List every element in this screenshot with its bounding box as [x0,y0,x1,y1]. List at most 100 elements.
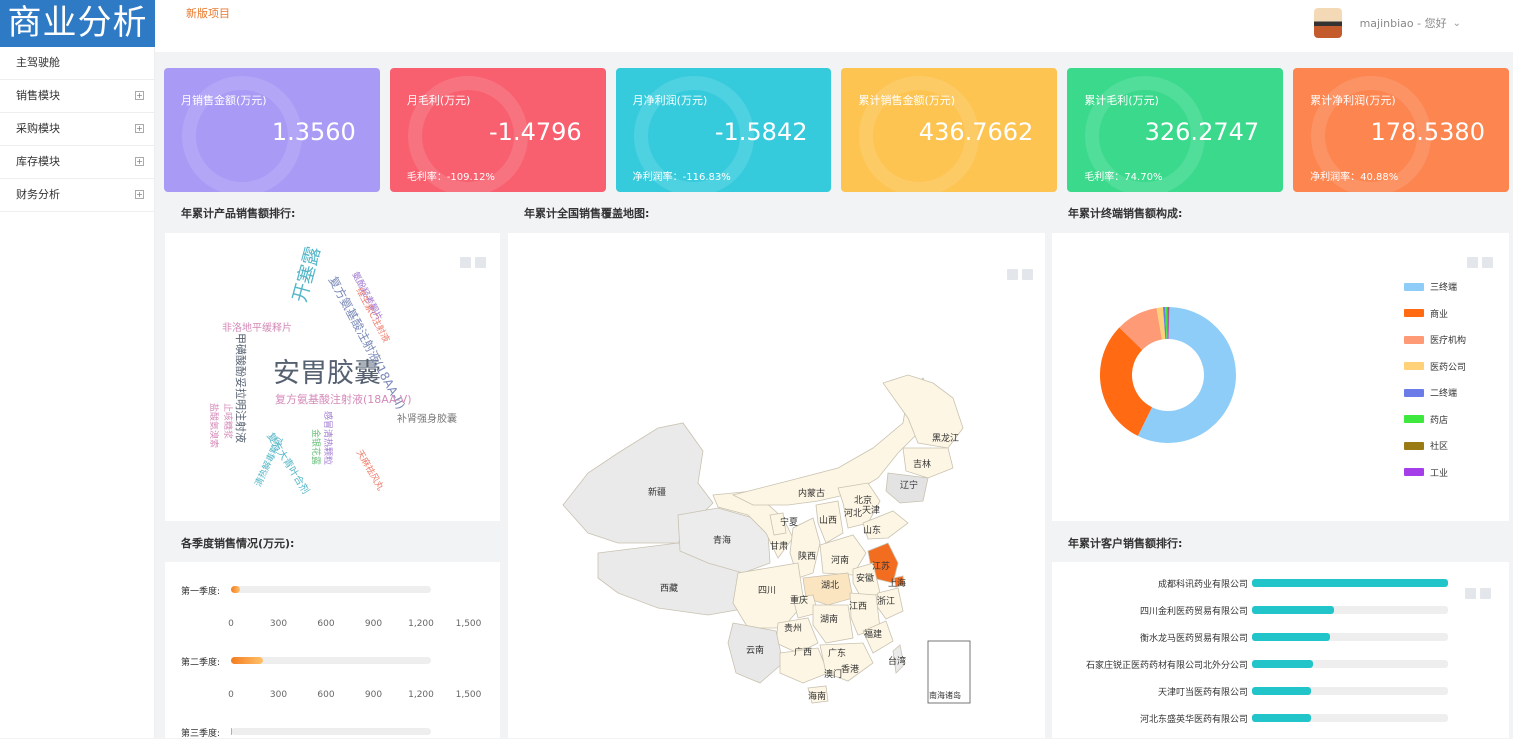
map-label: 吉林 [913,458,931,470]
legend-item[interactable]: 医疗机构 [1404,333,1466,346]
sidebar-item-label: 销售模块 [16,89,60,102]
word-cloud-term[interactable]: 天麻祛风丸 [354,447,388,492]
expand-icon[interactable]: + [135,157,144,166]
quarter-bar[interactable] [231,728,232,735]
kpi-card-monthly-net-profit: 月净利润(万元) -1.5842 净利润率：-116.83% [616,68,832,192]
map-label: 江西 [849,601,867,612]
sidebar-item-label: 主驾驶舱 [16,56,60,69]
legend-item[interactable]: 二终端 [1404,386,1457,399]
map-label: 北京 [854,494,872,506]
customer-bar-track [1252,633,1448,641]
legend-item[interactable]: 药店 [1404,413,1448,426]
axis-tick-label: 300 [270,619,287,629]
china-map[interactable]: 新疆 青海 西藏 甘肃 宁夏 山西 河北 北京 天津 山东 陕西 河南 江苏 安… [508,233,1045,738]
word-cloud-term[interactable]: 补肾强身胶囊 [397,410,457,425]
map-label: 台湾 [888,655,906,667]
restore-icon[interactable] [460,257,471,268]
user-menu[interactable]: majinbiao - 您好 ⌄ [1314,8,1461,38]
customer-name: 四川金利医药贸易有限公司 [1140,604,1248,617]
word-cloud-term[interactable]: 甲磺酸酚妥拉明注射液 [233,333,249,443]
kpi-card-total-net-profit: 累计净利润(万元) 178.5380 净利润率：40.88% [1293,68,1509,192]
customer-bar[interactable] [1252,606,1334,614]
word-cloud-term[interactable]: 复方氨基酸注射液(18AA-V) [275,391,412,407]
word-cloud-term[interactable]: 开塞露 [285,243,326,305]
legend-item[interactable]: 三终端 [1404,280,1457,293]
kpi-sub: 净利润率：-116.83% [633,168,731,183]
section-title-terminal: 年累计终端销售额构成: [1068,205,1182,221]
legend-swatch [1404,389,1424,397]
customer-name: 石家庄锐正医药药材有限公司北外分公司 [1086,658,1248,671]
legend-label: 医疗机构 [1430,333,1466,346]
avatar[interactable] [1314,8,1342,38]
customer-row[interactable]: 四川金利医药贸易有限公司 [1052,603,1472,617]
legend-swatch [1404,309,1424,317]
word-cloud-term[interactable]: 止咳糖浆 [222,403,235,439]
legend-label: 商业 [1430,307,1448,320]
map-label: 南海诸岛 [929,690,961,700]
map-label: 河南 [831,554,849,566]
kpi-label: 月净利润(万元) [633,92,708,108]
map-label: 海南 [808,690,826,702]
map-label: 青海 [713,534,731,546]
customer-bar-track [1252,579,1448,587]
customer-row[interactable]: 天津叮当医药有限公司 [1052,684,1472,698]
chevron-down-icon[interactable]: ⌄ [1453,18,1461,29]
legend-swatch [1404,336,1424,344]
expand-icon[interactable]: + [135,124,144,133]
expand-icon[interactable]: + [135,91,144,100]
map-label: 四川 [758,586,776,596]
quarter-bar[interactable] [231,586,240,593]
axis-tick-label: 1,200 [408,690,434,700]
axis-tick-label: 1,200 [408,619,434,629]
word-cloud-term[interactable]: 盐酸氨溴索 [208,403,221,448]
legend-item[interactable]: 工业 [1404,466,1448,479]
map-label: 香港 [841,663,859,675]
kpi-label: 累计净利润(万元) [1310,92,1396,108]
sidebar-item-finance[interactable]: 财务分析 + [0,179,154,212]
customer-bar-track [1252,660,1448,668]
axis-tick-label: 900 [365,619,382,629]
customer-name: 成都科讯药业有限公司 [1158,577,1248,590]
sidebar-item-sales[interactable]: 销售模块 + [0,80,154,113]
customer-bar[interactable] [1252,687,1311,695]
sidebar-item-cockpit[interactable]: 主驾驶舱 [0,47,154,80]
customer-bar[interactable] [1252,714,1311,722]
app-logo: 商业分析 [0,0,155,47]
customer-row[interactable]: 衡水龙马医药贸易有限公司 [1052,630,1472,644]
kpi-card-monthly-sales: 月销售金额(万元) 1.3560 [164,68,380,192]
kpi-card-total-sales: 累计销售金额(万元) 436.7662 [841,68,1057,192]
map-label: 天津 [862,505,880,516]
kpi-value: 1.3560 [272,118,356,146]
customer-row[interactable]: 河北东盛英华医药有限公司 [1052,711,1472,725]
customer-bar-track [1252,606,1448,614]
customer-bar[interactable] [1252,579,1448,587]
sidebar-item-label: 财务分析 [16,188,60,201]
download-icon[interactable] [1480,588,1491,599]
map-label: 澳门 [824,668,842,680]
legend-item[interactable]: 商业 [1404,307,1448,320]
sidebar-item-inventory[interactable]: 库存模块+ [0,146,154,179]
kpi-label: 月毛利(万元) [407,92,471,108]
user-greeting[interactable]: majinbiao - 您好 [1360,15,1447,31]
new-version-link[interactable]: 新版项目 [186,5,230,21]
map-label: 广西 [794,646,812,658]
map-label: 河北 [844,507,862,519]
customer-bar[interactable] [1252,660,1313,668]
sidebar-item-purchase[interactable]: 采购模块+ [0,113,154,146]
expand-icon[interactable]: + [135,190,144,199]
download-icon[interactable] [475,257,486,268]
quarter-bar[interactable] [231,657,263,664]
kpi-value: 326.2747 [1145,118,1260,146]
legend-item[interactable]: 医药公司 [1404,360,1466,373]
kpi-card-total-gross-profit: 累计毛利(万元) 326.2747 毛利率：74.70% [1067,68,1283,192]
customer-name: 河北东盛英华医药有限公司 [1140,712,1248,725]
word-cloud-term[interactable]: 感冒清热颗粒 [322,411,335,465]
axis-tick-label: 0 [228,690,234,700]
customer-row[interactable]: 成都科讯药业有限公司 [1052,576,1472,590]
quarter-label: 第二季度: [181,655,220,668]
legend-swatch [1404,468,1424,476]
legend-item[interactable]: 社区 [1404,439,1448,452]
word-cloud-term[interactable]: 非洛地平缓释片 [222,319,292,334]
customer-bar[interactable] [1252,633,1330,641]
customer-row[interactable]: 石家庄锐正医药药材有限公司北外分公司 [1052,657,1472,671]
